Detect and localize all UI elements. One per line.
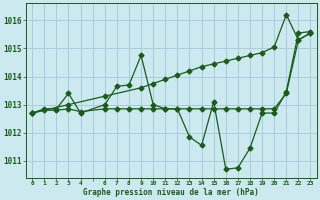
X-axis label: Graphe pression niveau de la mer (hPa): Graphe pression niveau de la mer (hPa) <box>84 188 259 197</box>
